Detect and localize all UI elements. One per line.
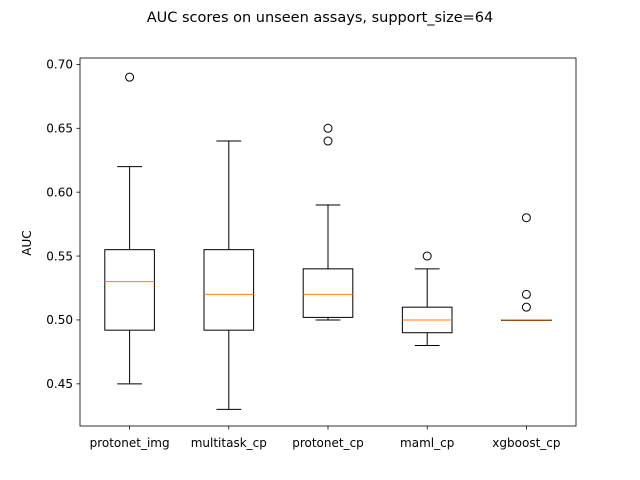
outlier-point xyxy=(521,302,531,312)
outlier-point xyxy=(521,213,531,223)
box-protonet_img xyxy=(104,249,155,331)
chart-title: AUC scores on unseen assays, support_siz… xyxy=(147,10,494,26)
x-tick-label: maml_cp xyxy=(400,436,454,450)
outlier-point xyxy=(521,289,531,299)
box-multitask_cp xyxy=(203,249,255,331)
y-tick-label: 0.70 xyxy=(46,58,73,72)
y-tick-label: 0.65 xyxy=(46,122,73,136)
x-tick-label: protonet_img xyxy=(90,436,170,450)
y-tick-label: 0.55 xyxy=(46,249,73,263)
y-axis-label: AUC xyxy=(20,230,34,255)
outlier-point xyxy=(323,123,333,133)
x-tick-label: protonet_cp xyxy=(292,436,364,450)
outlier-point xyxy=(323,136,333,146)
y-tick-label: 0.60 xyxy=(46,185,73,199)
y-tick-label: 0.45 xyxy=(46,377,73,391)
x-tick-label: multitask_cp xyxy=(191,436,267,450)
x-tick-label: xgboost_cp xyxy=(492,436,560,450)
y-tick-label: 0.50 xyxy=(46,313,73,327)
box-protonet_cp xyxy=(302,268,354,318)
plot-area: 0.45 0.50 0.55 0.60 0.65 0.70 protonet_img mult… xyxy=(46,57,577,450)
outlier-point xyxy=(422,251,432,261)
outlier-point xyxy=(125,72,135,82)
